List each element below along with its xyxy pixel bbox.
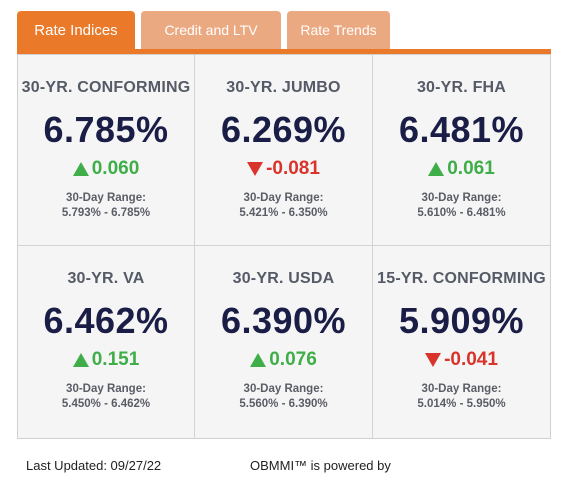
card-rate: 5.909%: [398, 300, 525, 341]
card-change: -0.041: [373, 349, 550, 371]
card-rate: 6.785%: [43, 109, 169, 150]
card-change-value: -0.081: [266, 158, 320, 179]
card-change: 0.151: [18, 349, 194, 371]
rate-card-30yr-fha: 30-YR. FHA 6.481% 0.061 30-Day Range: 5.…: [373, 55, 550, 246]
card-rate: 6.481%: [398, 109, 525, 150]
rate-card-30yr-jumbo: 30-YR. JUMBO 6.269% -0.081 30-Day Range:…: [195, 55, 373, 246]
card-change-value: 0.060: [91, 158, 140, 179]
arrow-up-icon: [428, 162, 445, 176]
card-title: 30-YR. VA: [67, 270, 145, 287]
card-change: 0.060: [18, 158, 194, 180]
arrow-up-icon: [250, 353, 267, 367]
card-range-label: 30-Day Range:: [421, 383, 502, 395]
card-change: 0.076: [195, 349, 372, 371]
card-range: 5.560% - 6.390%: [239, 398, 328, 410]
card-title: 30-YR. USDA: [232, 270, 335, 287]
card-range: 5.014% - 5.950%: [417, 398, 506, 410]
card-range: 5.450% - 6.462%: [61, 398, 151, 410]
card-range-label: 30-Day Range:: [243, 383, 324, 395]
card-change-value: 0.151: [91, 349, 140, 370]
card-range: 5.421% - 6.350%: [239, 207, 328, 219]
rate-grid: 30-YR. CONFORMING 6.785% 0.060 30-Day Ra…: [17, 54, 551, 439]
card-range: 5.610% - 6.481%: [417, 207, 506, 219]
card-range-label: 30-Day Range:: [66, 192, 146, 204]
rate-card-15yr-conforming: 15-YR. CONFORMING 5.909% -0.041 30-Day R…: [373, 246, 550, 438]
rate-card-30yr-conforming: 30-YR. CONFORMING 6.785% 0.060 30-Day Ra…: [18, 55, 195, 246]
arrow-up-icon: [72, 353, 89, 367]
card-title: 15-YR. CONFORMING: [377, 270, 546, 287]
tab-rate-indices[interactable]: Rate Indices: [17, 11, 135, 49]
powered-by: OBMMI™ is powered by: [250, 458, 391, 473]
rate-card-30yr-usda: 30-YR. USDA 6.390% 0.076 30-Day Range: 5…: [195, 246, 373, 438]
card-range: 5.793% - 6.785%: [61, 207, 151, 219]
tab-underline: [17, 49, 551, 54]
card-range-label: 30-Day Range:: [243, 192, 324, 204]
card-change: 0.061: [373, 158, 550, 180]
card-change-value: -0.041: [444, 349, 498, 370]
rate-card-30yr-va: 30-YR. VA 6.462% 0.151 30-Day Range: 5.4…: [18, 246, 195, 438]
card-title: 30-YR. CONFORMING: [21, 79, 191, 96]
tab-rate-trends[interactable]: Rate Trends: [287, 11, 390, 49]
card-change-value: 0.061: [447, 158, 495, 179]
card-title: 30-YR. JUMBO: [226, 79, 341, 96]
card-rate: 6.390%: [220, 300, 347, 341]
card-rate: 6.462%: [43, 300, 169, 341]
arrow-down-icon: [425, 353, 442, 367]
card-change: -0.081: [195, 158, 372, 180]
last-updated: Last Updated: 09/27/22: [26, 458, 162, 473]
tab-bar: Rate Indices Credit and LTV Rate Trends: [17, 11, 551, 50]
card-range-label: 30-Day Range:: [66, 383, 146, 395]
card-change-value: 0.076: [269, 349, 317, 370]
arrow-down-icon: [247, 162, 264, 176]
card-range-label: 30-Day Range:: [421, 192, 502, 204]
arrow-up-icon: [72, 162, 89, 176]
card-rate: 6.269%: [220, 109, 347, 150]
tab-credit-and-ltv[interactable]: Credit and LTV: [141, 11, 281, 49]
card-title: 30-YR. FHA: [416, 79, 507, 96]
